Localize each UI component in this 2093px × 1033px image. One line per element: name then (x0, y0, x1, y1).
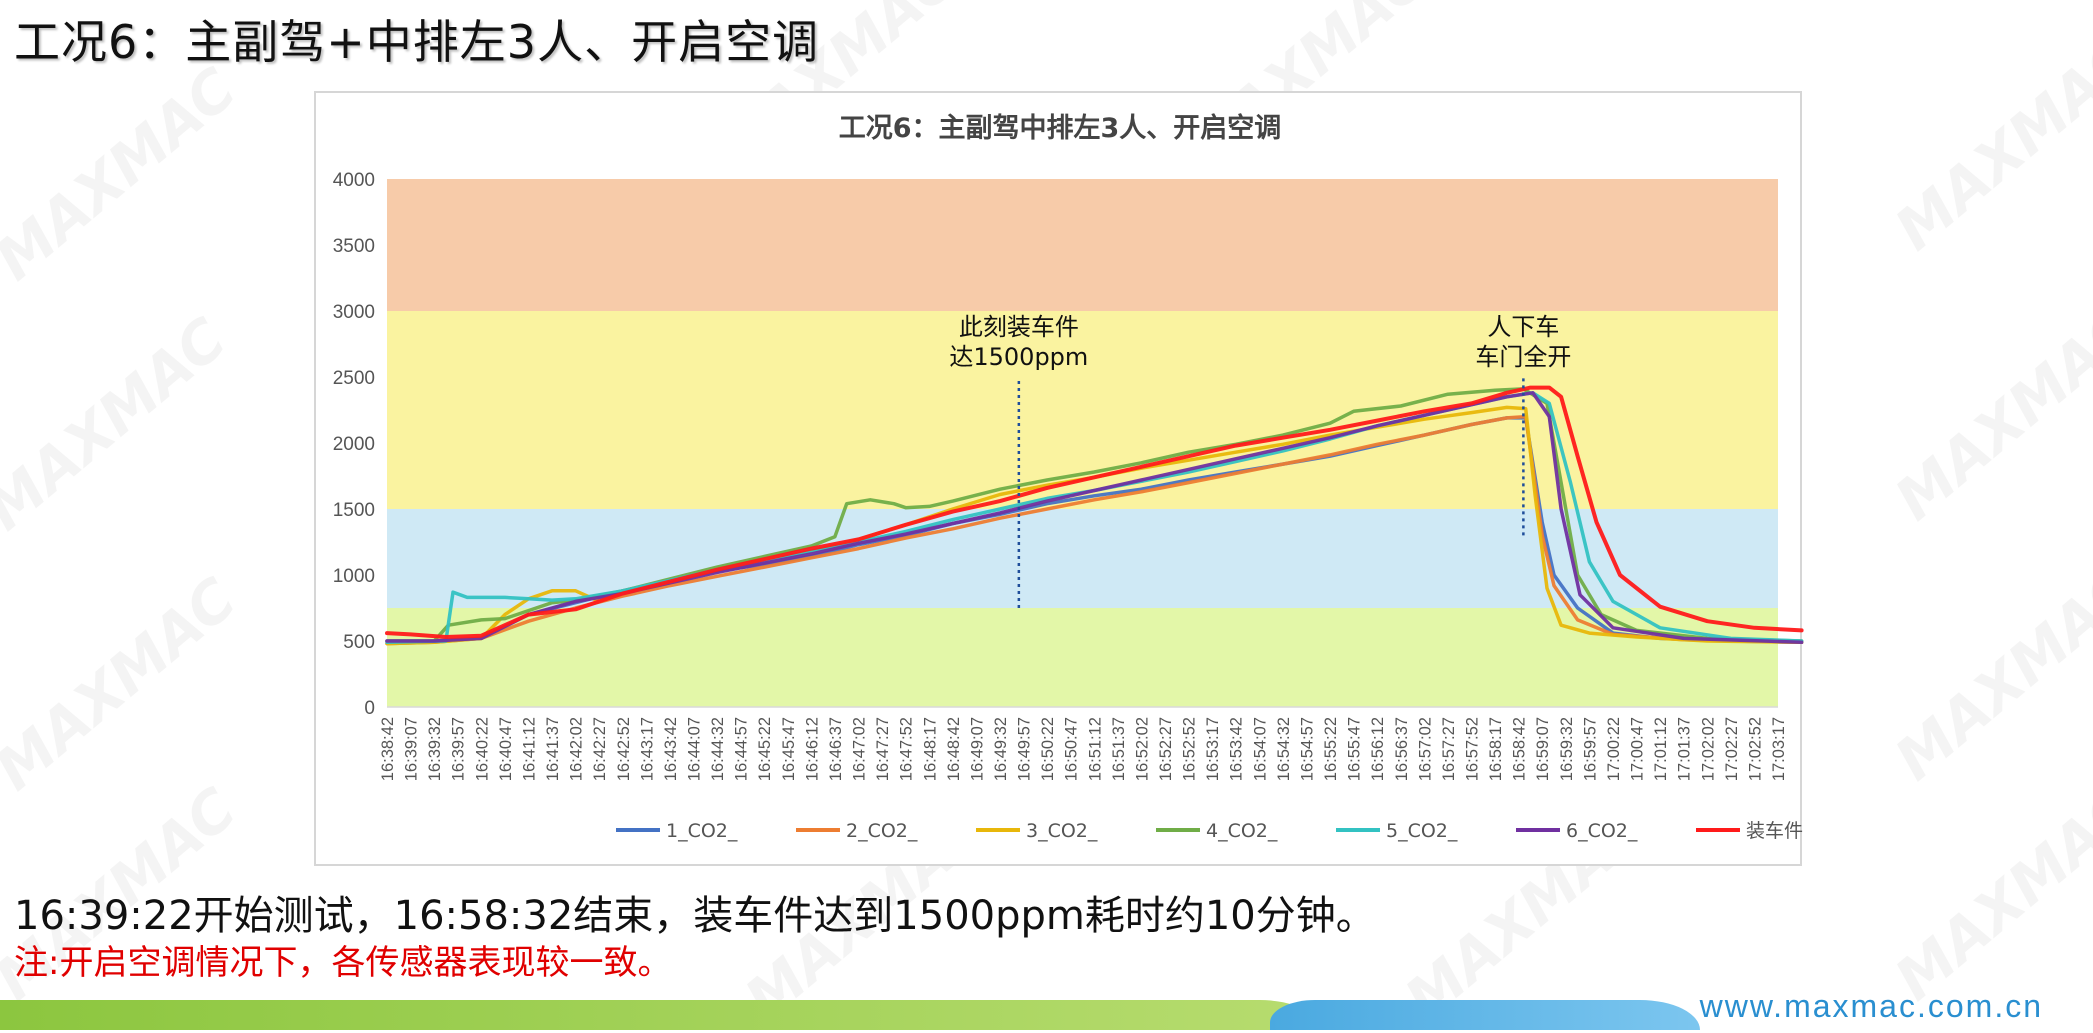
x-tick-label: 17:02:27 (1723, 717, 1741, 781)
y-tick-label: 1000 (333, 566, 375, 587)
x-tick-label: 16:47:52 (898, 717, 916, 781)
x-tick-label: 16:50:47 (1063, 717, 1081, 781)
y-tick-label: 1500 (333, 500, 375, 521)
x-tick-label: 16:50:22 (1039, 717, 1057, 781)
watermark: MAXMAC (0, 305, 239, 544)
watermark: MAXMAC (0, 55, 249, 294)
x-tick-label: 16:45:22 (756, 717, 774, 781)
x-tick-label: 16:43:17 (638, 717, 656, 781)
watermark: MAXMAC (1882, 775, 2093, 1014)
legend-label: 装车件 (1746, 820, 1803, 842)
series-line (385, 385, 1804, 639)
annotation-text: 人下车 (1487, 313, 1559, 341)
x-tick-label: 17:00:47 (1629, 717, 1647, 781)
x-tick-label: 16:41:12 (520, 717, 538, 781)
x-tick-label: 16:47:02 (851, 717, 869, 781)
y-tick-label: 2000 (333, 434, 375, 455)
x-tick-label: 16:44:07 (685, 717, 703, 781)
x-tick-label: 16:42:02 (568, 717, 586, 781)
co2-line-chart: 工况6：主副驾中排左3人、开启空调 0 500 1000 1500 2000 2500 300… (333, 112, 1804, 842)
footer-blue-band (1270, 1000, 1700, 1030)
x-tick-label: 16:59:07 (1534, 717, 1552, 781)
x-tick-label: 16:58:42 (1511, 717, 1529, 781)
note-text: 注:开启空调情况下，各传感器表现较一致。 (14, 943, 672, 983)
y-tick-label: 2500 (333, 368, 375, 389)
x-tick-label: 16:57:27 (1440, 717, 1458, 781)
x-tick-label: 16:38:42 (379, 717, 397, 781)
legend-label: 2_CO2_ (846, 820, 918, 842)
chart-title: 工况6：主副驾中排左3人、开启空调 (839, 112, 1282, 144)
annotation-text: 此刻装车件 (959, 313, 1079, 341)
y-tick-label: 3000 (333, 302, 375, 323)
threshold-band (387, 608, 1778, 707)
x-tick-label: 16:46:12 (803, 717, 821, 781)
x-tick-label: 16:49:32 (992, 717, 1010, 781)
x-tick-label: 16:57:02 (1416, 717, 1434, 781)
footer-url: www.maxmac.com.cn (1699, 988, 2043, 1024)
x-tick-label: 16:49:57 (1016, 717, 1034, 781)
y-tick-label: 3500 (333, 236, 375, 257)
x-tick-label: 16:54:32 (1275, 717, 1293, 781)
x-tick-label: 16:47:27 (874, 717, 892, 781)
x-tick-label: 16:51:12 (1086, 717, 1104, 781)
annotation-text: 达1500ppm (949, 343, 1088, 371)
threshold-band (387, 179, 1778, 311)
x-tick-label: 16:44:32 (709, 717, 727, 781)
x-tick-label: 16:40:22 (473, 717, 491, 781)
x-tick-label: 16:59:57 (1581, 717, 1599, 781)
watermark: MAXMAC (1882, 25, 2093, 264)
footer-green-band (0, 1000, 1320, 1030)
legend-label: 1_CO2_ (666, 820, 738, 842)
legend-label: 3_CO2_ (1026, 820, 1098, 842)
legend-label: 6_CO2_ (1566, 820, 1638, 842)
annotation-text: 车门全开 (1475, 343, 1571, 371)
x-tick-label: 16:59:32 (1558, 717, 1576, 781)
x-tick-label: 16:57:52 (1464, 717, 1482, 781)
x-tick-label: 16:39:57 (450, 717, 468, 781)
x-tick-label: 16:42:27 (591, 717, 609, 781)
x-tick-label: 16:48:17 (921, 717, 939, 781)
x-tick-label: 16:56:12 (1369, 717, 1387, 781)
x-tick-label: 16:56:37 (1393, 717, 1411, 781)
y-tick-label: 4000 (333, 170, 375, 191)
watermark: MAXMAC (1882, 555, 2093, 794)
x-tick-label: 17:00:22 (1605, 717, 1623, 781)
x-tick-label: 16:39:07 (403, 717, 421, 781)
x-tick-label: 17:03:17 (1770, 717, 1788, 781)
x-tick-label: 16:51:37 (1110, 717, 1128, 781)
x-tick-label: 16:53:17 (1204, 717, 1222, 781)
x-tick-label: 16:45:47 (780, 717, 798, 781)
x-tick-label: 16:39:32 (426, 717, 444, 781)
x-tick-label: 16:43:42 (662, 717, 680, 781)
y-tick-label: 0 (364, 698, 375, 719)
x-tick-label: 17:02:52 (1746, 717, 1764, 781)
x-tick-label: 16:52:27 (1157, 717, 1175, 781)
x-tick-label: 17:02:02 (1699, 717, 1717, 781)
x-tick-label: 16:55:22 (1322, 717, 1340, 781)
x-tick-label: 16:46:37 (827, 717, 845, 781)
x-tick-label: 16:44:57 (733, 717, 751, 781)
legend-label: 4_CO2_ (1206, 820, 1278, 842)
x-tick-label: 16:49:07 (968, 717, 986, 781)
x-tick-label: 16:48:42 (945, 717, 963, 781)
x-tick-label: 16:42:52 (615, 717, 633, 781)
chart-container: 工况6：主副驾中排左3人、开启空调 0 500 1000 1500 2000 2500 300… (314, 91, 1804, 866)
x-tick-label: 16:54:07 (1251, 717, 1269, 781)
slide-title: 工况6：主副驾+中排左3人、开启空调 (14, 15, 820, 69)
y-tick-label: 500 (343, 632, 375, 653)
legend-label: 5_CO2_ (1386, 820, 1458, 842)
x-tick-label: 16:41:37 (544, 717, 562, 781)
watermark: MAXMAC (0, 565, 249, 804)
x-tick-label: 16:53:42 (1228, 717, 1246, 781)
x-tick-label: 16:58:17 (1487, 717, 1505, 781)
x-tick-label: 17:01:37 (1676, 717, 1694, 781)
x-tick-label: 16:54:57 (1298, 717, 1316, 781)
watermark: MAXMAC (1882, 295, 2093, 534)
x-tick-label: 16:52:02 (1133, 717, 1151, 781)
x-tick-label: 16:52:52 (1181, 717, 1199, 781)
result-caption: 16:39:22开始测试，16:58:32结束，装车件达到1500ppm耗时约1… (14, 893, 1376, 939)
x-tick-label: 17:01:12 (1652, 717, 1670, 781)
x-tick-label: 16:55:47 (1346, 717, 1364, 781)
x-tick-label: 16:40:47 (497, 717, 515, 781)
